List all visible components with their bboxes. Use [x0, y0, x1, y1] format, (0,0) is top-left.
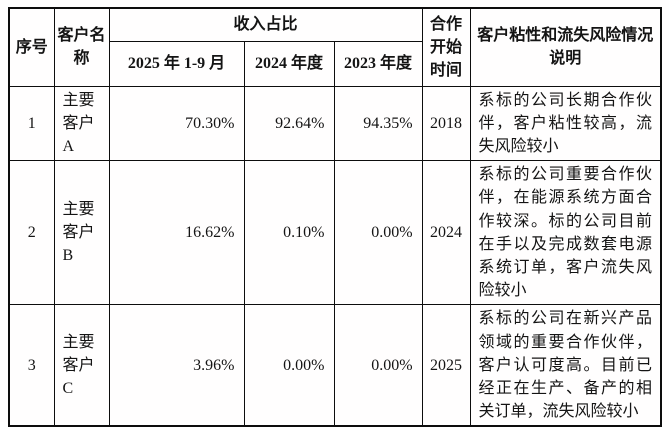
col-header-seq: 序号 [8, 7, 55, 87]
col-header-stickiness: 客户粘性和流失风险情况说明 [469, 7, 662, 87]
cell-coop-start: 2018 [421, 85, 471, 162]
cell-seq: 2 [8, 160, 55, 306]
cell-seq: 3 [8, 304, 55, 427]
cell-seq: 1 [8, 85, 55, 162]
table-row-customer-a: 1 主要客户A 70.30% 92.64% 94.35% 2018 系标的公司长… [8, 85, 662, 162]
cell-stickiness-desc: 系标的公司长期合作伙伴，客户粘性较高，流失风险较小 [469, 85, 662, 162]
col-header-revenue-share: 收入占比 [108, 7, 423, 42]
cell-pct-2024: 0.10% [243, 160, 335, 306]
cell-coop-start: 2024 [421, 160, 471, 306]
cell-pct-2025: 16.62% [108, 160, 245, 306]
col-header-2025: 2025 年 1-9 月 [108, 40, 245, 87]
col-header-2023: 2023 年度 [333, 40, 423, 87]
col-header-coop-start: 合作开始时间 [421, 7, 471, 87]
cell-customer: 主要客户A [53, 85, 110, 162]
cell-stickiness-desc: 系标的公司重要合作伙伴，在能源系统方面合作较深。标的公司目前在手以及完成数套电源… [469, 160, 662, 306]
cell-pct-2023: 0.00% [333, 160, 423, 306]
cell-customer: 主要客户C [53, 304, 110, 427]
cell-pct-2024: 0.00% [243, 304, 335, 427]
col-header-2024: 2024 年度 [243, 40, 335, 87]
cell-customer: 主要客户B [53, 160, 110, 306]
cell-coop-start: 2025 [421, 304, 471, 427]
table-row-customer-c: 3 主要客户C 3.96% 0.00% 0.00% 2025 系标的公司在新兴产… [8, 304, 662, 427]
col-header-customer: 客户名称 [53, 7, 110, 87]
cell-pct-2024: 92.64% [243, 85, 335, 162]
table-row-customer-b: 2 主要客户B 16.62% 0.10% 0.00% 2024 系标的公司重要合… [8, 160, 662, 306]
cell-stickiness-desc: 系标的公司在新兴产品领域的重要合作伙伴，客户认可度高。目前已经正在生产、备产的相… [469, 304, 662, 427]
customer-revenue-table: 序号 客户名称 收入占比 合作开始时间 客户粘性和流失风险情况说明 2025 年… [8, 7, 663, 427]
cell-pct-2025: 70.30% [108, 85, 245, 162]
cell-pct-2023: 94.35% [333, 85, 423, 162]
cell-pct-2025: 3.96% [108, 304, 245, 427]
cell-pct-2023: 0.00% [333, 304, 423, 427]
